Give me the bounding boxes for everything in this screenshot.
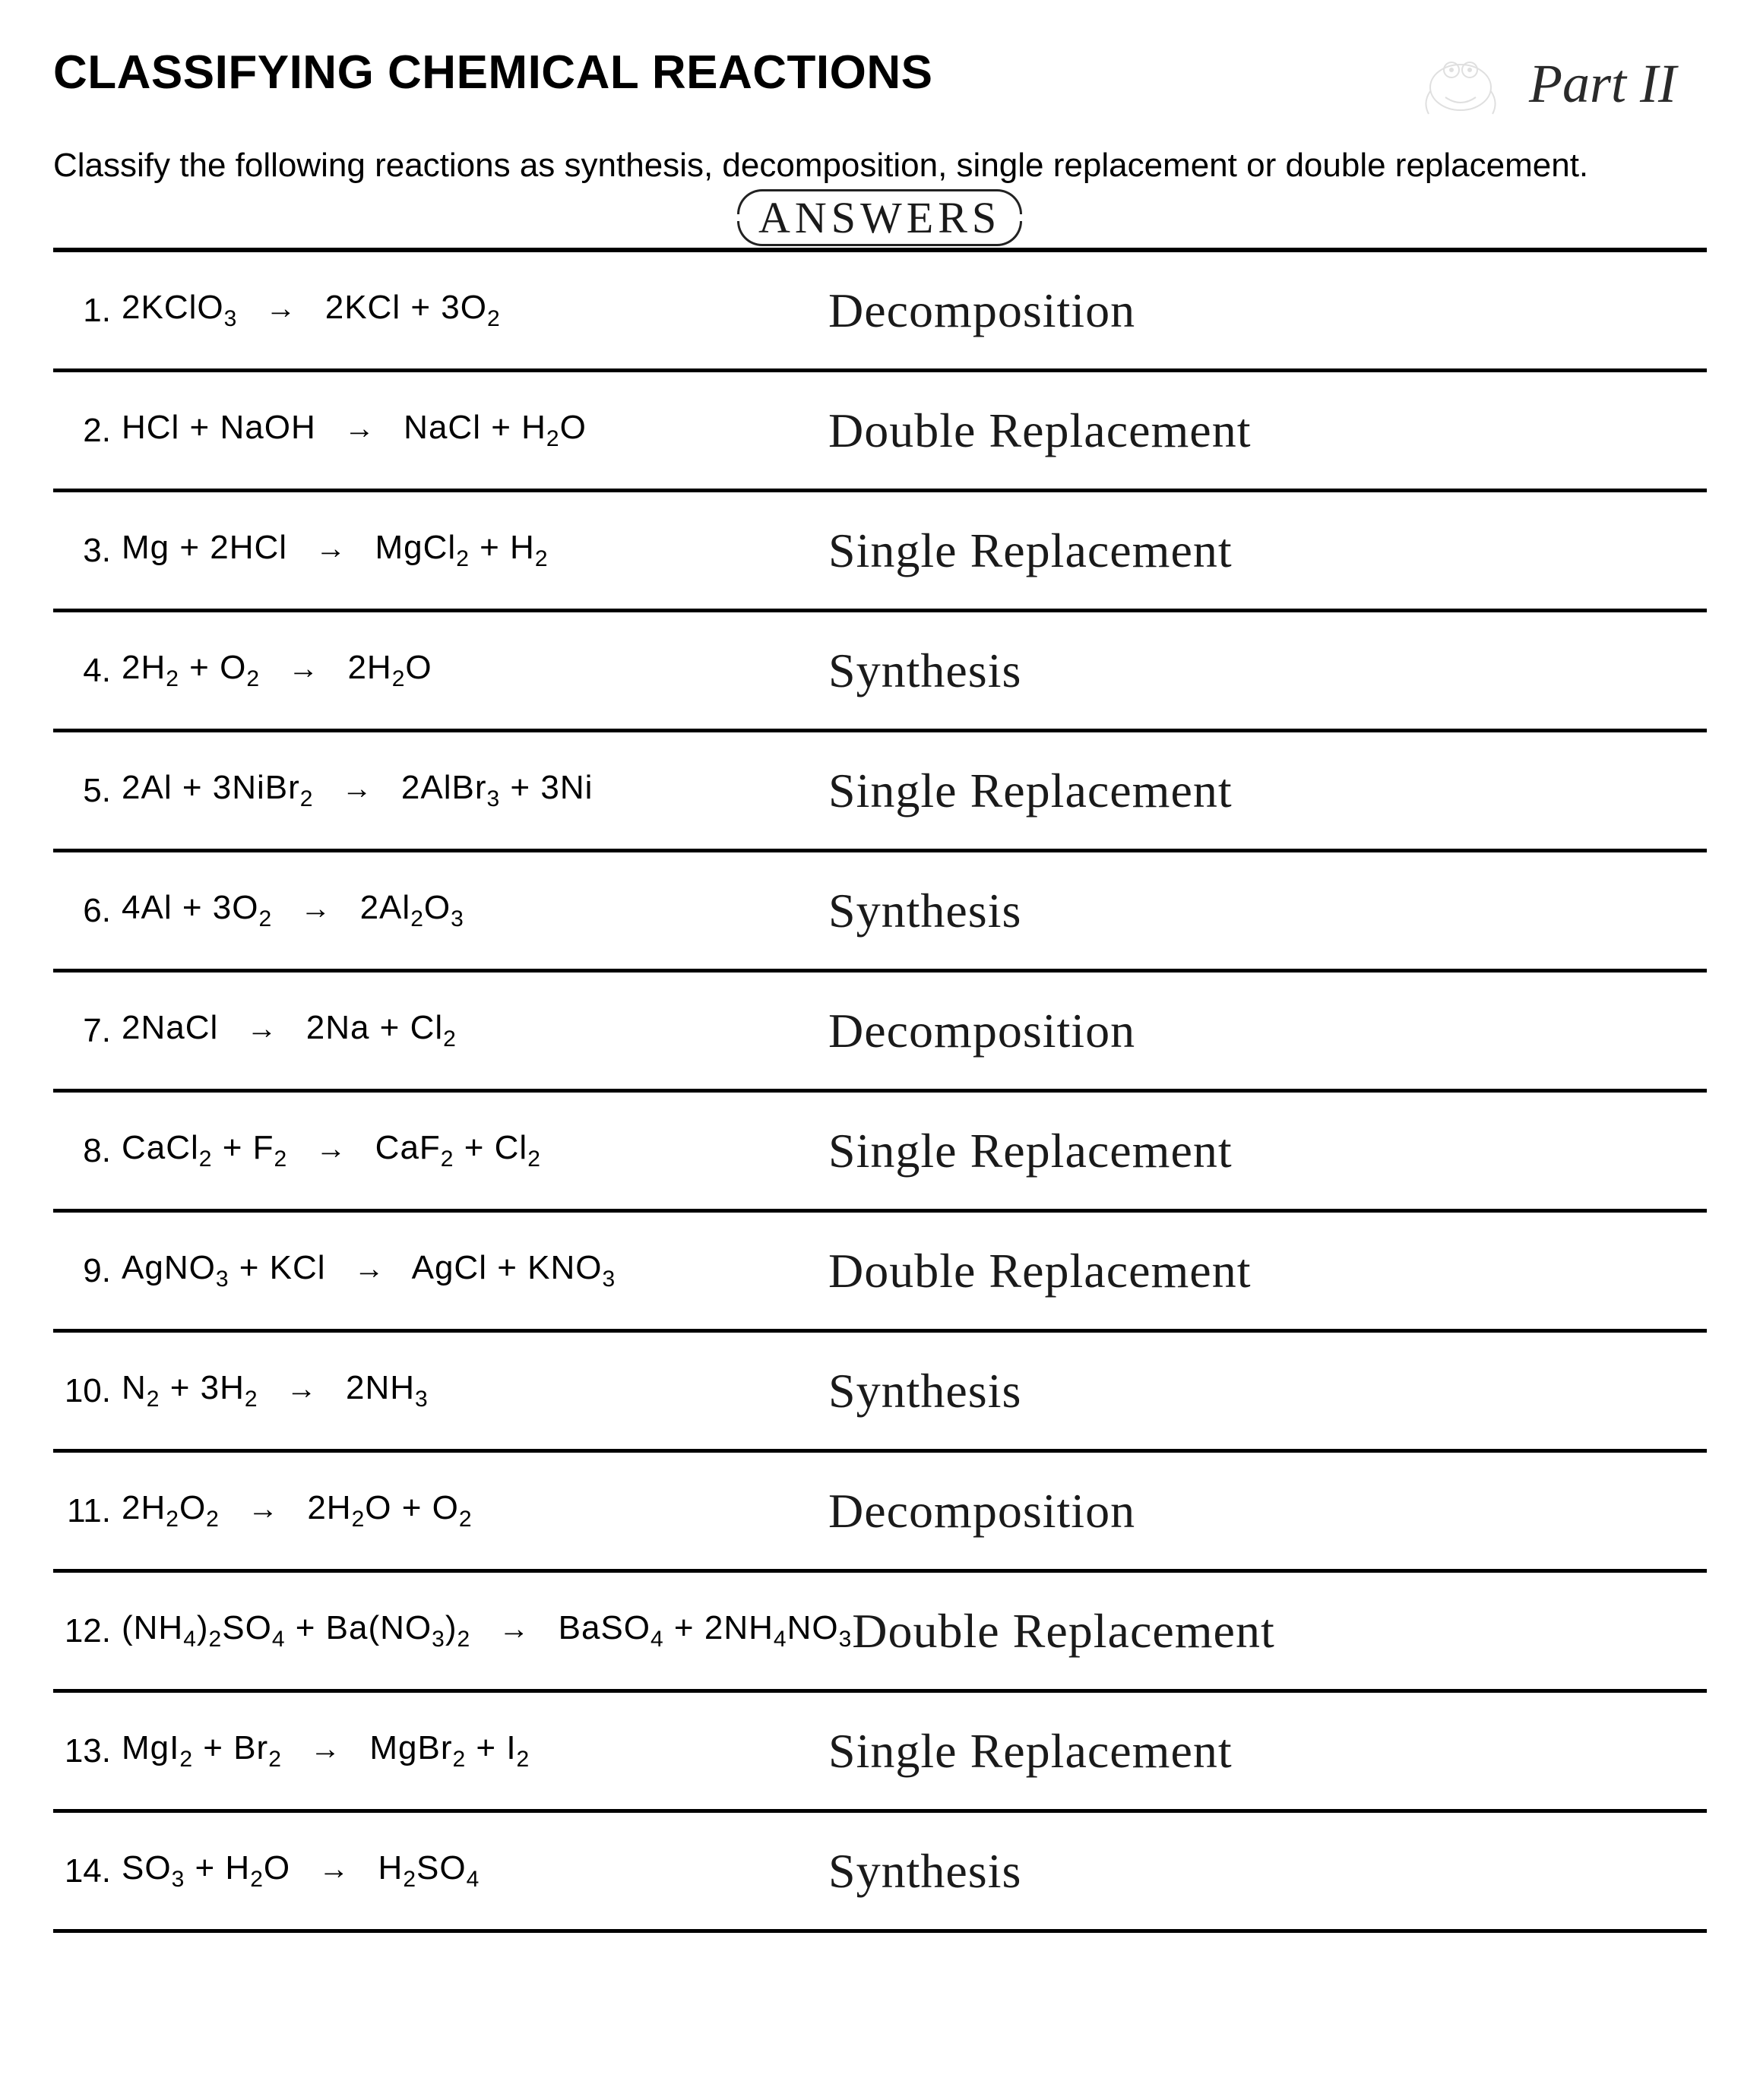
equation: N2 + 3H2 → 2NH3 (122, 1369, 828, 1412)
answer: Synthesis (828, 1363, 1699, 1419)
table-row: 4.2H2 + O2 → 2H2OSynthesis (53, 612, 1707, 732)
equation: 2KClO3 → 2KCl + 3O2 (122, 289, 828, 332)
table-row: 5.2Al + 3NiBr2 → 2AlBr3 + 3NiSingle Repl… (53, 732, 1707, 852)
answer: Double Replacement (852, 1603, 1699, 1659)
instructions: Classify the following reactions as synt… (53, 144, 1707, 186)
part-label: Part II (1529, 52, 1676, 115)
row-number: 7. (53, 1012, 122, 1050)
table-row: 7.2NaCl → 2Na + Cl2Decomposition (53, 973, 1707, 1093)
row-number: 12. (53, 1612, 122, 1650)
row-number: 9. (53, 1252, 122, 1290)
equation: 2H2O2 → 2H2O + O2 (122, 1489, 828, 1532)
equation: MgI2 + Br2 → MgBr2 + I2 (122, 1729, 828, 1773)
answer: Single Replacement (828, 1723, 1699, 1779)
equation: 2NaCl → 2Na + Cl2 (122, 1009, 828, 1052)
table-row: 12.(NH4)2SO4 + Ba(NO3)2 → BaSO4 + 2NH4NO… (53, 1573, 1707, 1693)
equation: (NH4)2SO4 + Ba(NO3)2 → BaSO4 + 2NH4NO3 (122, 1609, 852, 1652)
row-number: 2. (53, 412, 122, 450)
row-number: 8. (53, 1132, 122, 1170)
row-number: 11. (53, 1492, 122, 1530)
row-number: 10. (53, 1372, 122, 1410)
answer: Decomposition (828, 1483, 1699, 1539)
answer: Decomposition (828, 283, 1699, 339)
table-row: 3.Mg + 2HCl → MgCl2 + H2Single Replaceme… (53, 492, 1707, 612)
answer: Synthesis (828, 883, 1699, 939)
answers-label: ANSWERS (737, 192, 1022, 243)
table-row: 14.SO3 + H2O → H2SO4Synthesis (53, 1813, 1707, 1933)
equation: 4Al + 3O2 → 2Al2O3 (122, 889, 828, 932)
row-number: 1. (53, 292, 122, 330)
table-row: 9.AgNO3 + KCl → AgCl + KNO3Double Replac… (53, 1213, 1707, 1333)
equation: 2H2 + O2 → 2H2O (122, 649, 828, 692)
header-right: Part II (1415, 46, 1707, 122)
row-number: 4. (53, 652, 122, 690)
equation: AgNO3 + KCl → AgCl + KNO3 (122, 1249, 828, 1292)
cartoon-icon (1415, 46, 1506, 122)
table-row: 1.2KClO3 → 2KCl + 3O2Decomposition (53, 252, 1707, 372)
row-number: 6. (53, 892, 122, 930)
equation: Mg + 2HCl → MgCl2 + H2 (122, 529, 828, 572)
answer: Decomposition (828, 1003, 1699, 1059)
answer: Single Replacement (828, 1123, 1699, 1179)
table-row: 10.N2 + 3H2 → 2NH3Synthesis (53, 1333, 1707, 1453)
table-row: 11.2H2O2 → 2H2O + O2Decomposition (53, 1453, 1707, 1573)
header: CLASSIFYING CHEMICAL REACTIONS Part II (53, 46, 1707, 122)
answer: Double Replacement (828, 403, 1699, 459)
row-number: 13. (53, 1732, 122, 1770)
table-row: 13.MgI2 + Br2 → MgBr2 + I2Single Replace… (53, 1693, 1707, 1813)
answer: Synthesis (828, 1843, 1699, 1899)
equation: SO3 + H2O → H2SO4 (122, 1849, 828, 1893)
row-number: 5. (53, 772, 122, 810)
table-row: 6.4Al + 3O2 → 2Al2O3Synthesis (53, 852, 1707, 973)
answer: Double Replacement (828, 1243, 1699, 1299)
table-row: 8.CaCl2 + F2 → CaF2 + Cl2Single Replacem… (53, 1093, 1707, 1213)
equation: HCl + NaOH → NaCl + H2O (122, 409, 828, 452)
page-title: CLASSIFYING CHEMICAL REACTIONS (53, 46, 932, 100)
table-row: 2.HCl + NaOH → NaCl + H2ODouble Replacem… (53, 372, 1707, 492)
answer: Single Replacement (828, 523, 1699, 579)
answer: Synthesis (828, 643, 1699, 699)
worksheet-table: 1.2KClO3 → 2KCl + 3O2Decomposition2.HCl … (53, 248, 1707, 1933)
equation: 2Al + 3NiBr2 → 2AlBr3 + 3Ni (122, 769, 828, 812)
equation: CaCl2 + F2 → CaF2 + Cl2 (122, 1129, 828, 1172)
row-number: 14. (53, 1852, 122, 1890)
answer: Single Replacement (828, 763, 1699, 819)
row-number: 3. (53, 532, 122, 570)
